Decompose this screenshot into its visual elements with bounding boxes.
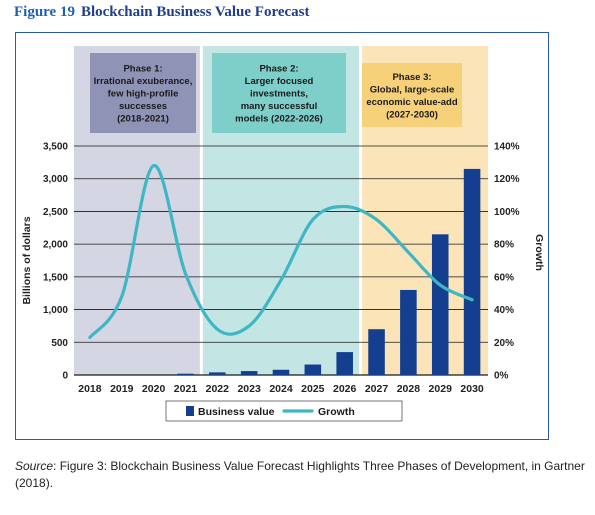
phase-3-label-line: economic value-add bbox=[366, 97, 458, 108]
x-tick-label: 2023 bbox=[237, 383, 261, 395]
phase-1-label-line: Irrational exuberance, bbox=[94, 76, 193, 87]
source-text: : Figure 3: Blockchain Business Value Fo… bbox=[15, 459, 585, 490]
business-value-bar bbox=[400, 289, 417, 375]
x-tick-label: 2028 bbox=[397, 383, 421, 395]
phase-2-label-line: Larger focused bbox=[245, 76, 314, 87]
x-tick-label: 2020 bbox=[142, 383, 166, 395]
y2-tick-label: 40% bbox=[494, 305, 514, 316]
business-value-bar bbox=[304, 364, 322, 375]
figure-number: Figure 19 bbox=[14, 4, 75, 20]
x-tick-label: 2029 bbox=[429, 383, 453, 395]
x-tick-label: 2018 bbox=[78, 383, 102, 395]
legend: Business value Growth bbox=[165, 400, 403, 422]
business-value-bar bbox=[463, 168, 481, 375]
y-tick-label: 2,500 bbox=[43, 207, 68, 218]
x-tick-label: 2027 bbox=[365, 383, 389, 395]
figure-name: Blockchain Business Value Forecast bbox=[80, 4, 310, 20]
y-tick-label: 500 bbox=[51, 338, 68, 349]
phase-2-label-line: investments, bbox=[250, 89, 308, 100]
phase-divider bbox=[199, 46, 203, 375]
source-note: Source: Figure 3: Blockchain Business Va… bbox=[15, 458, 585, 492]
phase-3-label-line: Global, large-scale bbox=[370, 84, 454, 95]
growth-line-layer bbox=[88, 164, 474, 339]
phase-2-label-line: Phase 2: bbox=[259, 64, 298, 75]
phase-1-label-line: few high-profile bbox=[108, 89, 179, 100]
business-value-bar bbox=[209, 372, 226, 375]
y2-tick-label: 60% bbox=[494, 272, 514, 283]
business-value-bar bbox=[272, 369, 290, 375]
source-label: Source bbox=[15, 459, 54, 473]
x-tick-label: 2025 bbox=[301, 383, 325, 395]
phase-3-label-line: (2027-2030) bbox=[386, 109, 438, 120]
x-tick-label: 2022 bbox=[206, 383, 230, 395]
figure-title: Figure 19 Blockchain Business Value Forec… bbox=[14, 4, 309, 21]
y-tick-label: 1,500 bbox=[43, 272, 68, 283]
axes: 0 0% 500 20% 1,000 40% 1,500 60% 2,000 80% 2,500 10… bbox=[21, 142, 545, 396]
y2-tick-label: 80% bbox=[494, 240, 514, 251]
business-value-bar bbox=[240, 371, 258, 375]
chart-frame: 0 0% 500 20% 1,000 40% 1,500 60% 2,000 80% 2,500 10… bbox=[15, 32, 549, 440]
phase-1-label-line: (2018-2021) bbox=[117, 114, 169, 125]
y2-axis-label: Growth bbox=[533, 234, 545, 271]
forecast-chart: 0 0% 500 20% 1,000 40% 1,500 60% 2,000 80% 2,500 10… bbox=[21, 46, 545, 422]
phase-1-label-line: Phase 1: bbox=[123, 64, 162, 75]
phase-3-label-line: Phase 3: bbox=[392, 72, 431, 83]
y-tick-label: 3,000 bbox=[43, 174, 68, 185]
business-value-bar bbox=[431, 234, 449, 375]
phase-2-label-line: many successful bbox=[241, 101, 318, 112]
x-tick-label: 2026 bbox=[333, 383, 357, 395]
business-value-bar bbox=[336, 352, 353, 375]
y-axis-label: Billions of dollars bbox=[21, 216, 33, 304]
x-tick-label: 2019 bbox=[110, 383, 134, 395]
y2-tick-label: 120% bbox=[494, 174, 520, 185]
phase-3-box bbox=[362, 63, 462, 127]
legend-label-business-value: Business value bbox=[198, 406, 275, 418]
x-tick-label: 2024 bbox=[269, 383, 293, 395]
y2-tick-label: 100% bbox=[494, 207, 520, 218]
business-value-bars bbox=[177, 168, 481, 375]
x-tick-label: 2021 bbox=[174, 383, 198, 395]
y2-tick-label: 140% bbox=[494, 142, 520, 153]
y2-tick-label: 0% bbox=[494, 371, 509, 382]
phase-1-box bbox=[90, 53, 196, 133]
phase-labels: Phase 1:Irrational exuberance, few high-p… bbox=[90, 53, 462, 133]
phase-2-box bbox=[212, 53, 346, 133]
y-tick-label: 3,500 bbox=[43, 142, 68, 153]
legend-label-growth: Growth bbox=[318, 406, 355, 418]
y-tick-label: 2,000 bbox=[43, 240, 68, 251]
business-value-bar bbox=[368, 329, 385, 375]
y-tick-label: 0 bbox=[62, 371, 68, 382]
business-value-bar bbox=[177, 373, 194, 375]
phase-2-label-line: models (2022-2026) bbox=[235, 114, 323, 125]
growth-line bbox=[88, 164, 474, 339]
phase-1-label-line: successes bbox=[119, 101, 167, 112]
x-tick-label: 2030 bbox=[460, 383, 484, 395]
y-tick-label: 1,000 bbox=[43, 305, 68, 316]
y2-tick-label: 20% bbox=[494, 338, 514, 349]
legend-swatch-business-value bbox=[186, 406, 194, 416]
